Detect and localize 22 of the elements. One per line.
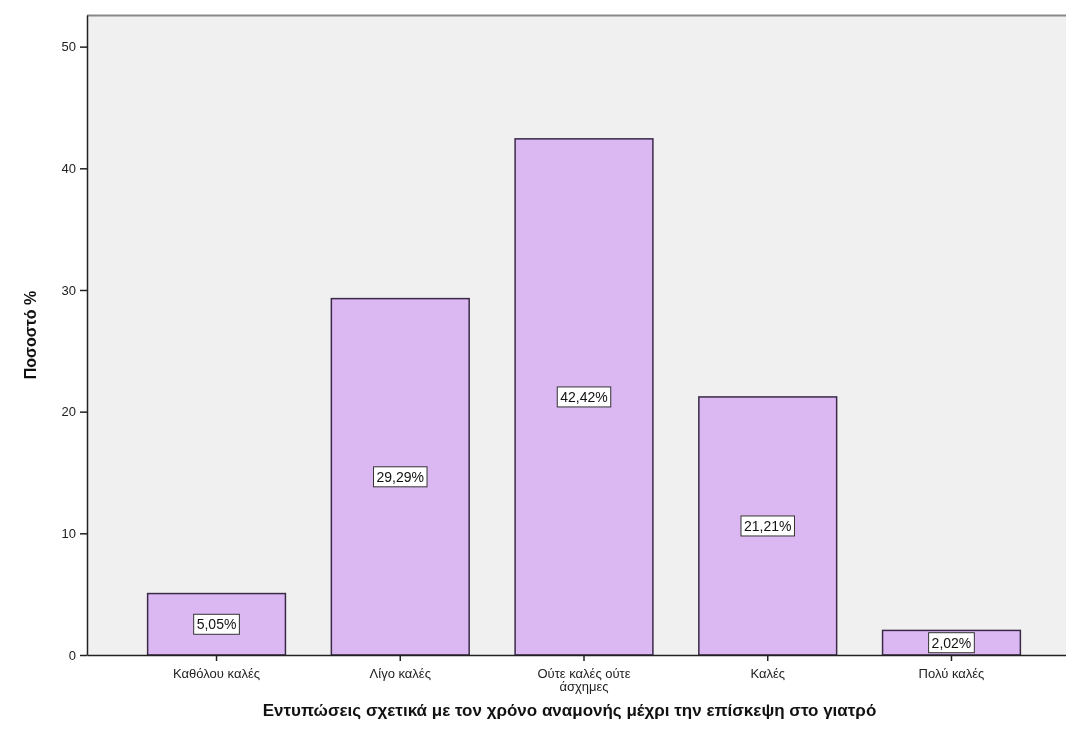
y-axis-title: Ποσοστό %: [22, 290, 39, 380]
bar: [514, 138, 654, 656]
data-label: 2,02%: [931, 634, 972, 651]
x-tick-label: Καλές: [750, 666, 786, 682]
bar: [146, 592, 287, 656]
x-tick-label: Καθόλου καλές: [173, 666, 260, 682]
y-tick-label: 30: [61, 282, 76, 298]
y-tick-label: 50: [61, 39, 76, 55]
x-tick-label: Ούτε καλές ούτε άσχημες: [537, 666, 631, 694]
data-label: 42,42%: [560, 388, 608, 405]
y-tick-label: 40: [61, 160, 76, 176]
y-tick-label: 0: [68, 647, 76, 663]
x-tick-label: Λίγο καλές: [369, 666, 431, 682]
data-label: 5,05%: [196, 616, 237, 633]
x-tick-label: Πολύ καλές: [918, 666, 985, 682]
x-axis-title: Εντυπώσεις σχετικά με τον χρόνο αναμονής μέχρι την επίσκεψη στο γιατρό: [262, 701, 877, 720]
bar: [698, 396, 838, 656]
y-tick-label: 10: [61, 525, 76, 541]
data-label: 29,29%: [376, 468, 425, 485]
y-tick-label: 20: [61, 404, 76, 420]
data-label: 21,21%: [743, 517, 792, 534]
bar: [330, 297, 470, 656]
